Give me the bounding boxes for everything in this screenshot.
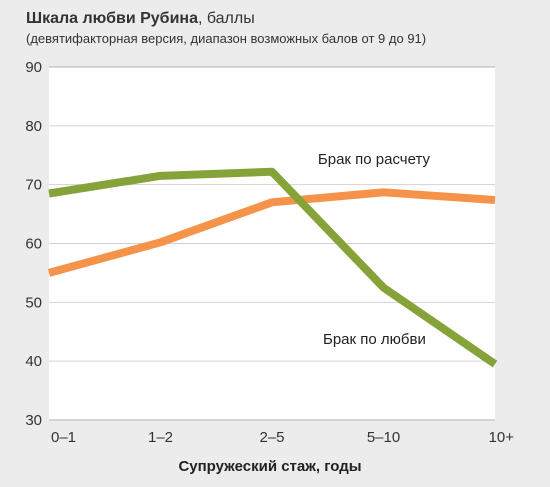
series-lines [47,167,498,368]
y-tick-label: 70 [25,177,42,194]
series-label-love: Брак по любви [323,331,426,348]
x-axis-label: Супружеский стаж, годы [178,458,361,475]
x-tick-label: 1–2 [148,429,173,446]
x-tick-label: 10+ [489,429,515,446]
y-tick-label: 90 [25,59,42,76]
y-tick-label: 30 [25,412,42,429]
y-tick-label: 40 [25,353,42,370]
chart-title-units: , баллы [197,10,255,27]
series-label-arranged: Брак по расчету [318,151,431,168]
y-tick-label: 60 [25,236,42,253]
x-tick-label: 2–5 [259,429,284,446]
chart-subtitle: (девятифакторная версия, диапазон возмож… [26,31,427,46]
y-axis-ticks: 30 40 50 60 70 80 90 [25,59,42,429]
grid [49,66,495,421]
x-axis-ticks: 0–1 1–2 2–5 5–10 10+ [51,429,514,446]
y-tick-label: 80 [25,118,42,135]
chart-title-main: Шкала любви Рубина [26,10,198,27]
x-tick-label: 5–10 [367,429,400,446]
chart-title: Шкала любви Рубина, баллы [26,10,255,28]
series-line-love [48,167,498,368]
series-line-arranged [47,188,496,277]
x-tick-label: 0–1 [51,429,76,446]
y-tick-label: 50 [25,294,42,311]
